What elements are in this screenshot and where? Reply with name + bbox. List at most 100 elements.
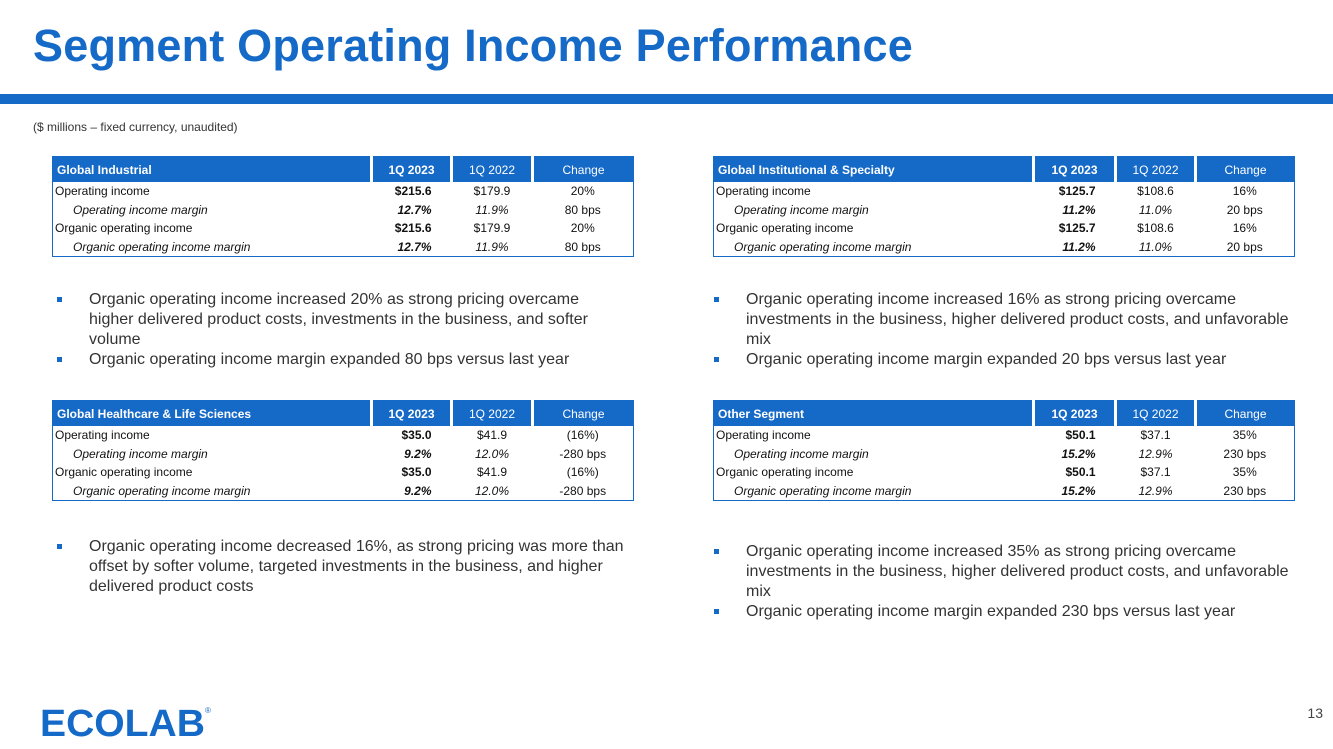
col-current: 1Q 2023 [371, 400, 453, 426]
row-label: Operating income margin [734, 446, 869, 461]
col-change: Change [532, 400, 634, 426]
list-item: Organic operating income margin expanded… [709, 350, 1289, 370]
value-current: 9.2% [404, 446, 432, 461]
table-header: Global Industrial 1Q 2023 1Q 2022 Change [52, 156, 634, 182]
value-current: 15.2% [1061, 483, 1096, 498]
list-item: Organic operating income decreased 16%, … [52, 537, 627, 597]
col-change: Change [1195, 400, 1295, 426]
value-change: 16% [1232, 184, 1257, 199]
row-label: Organic operating income margin [734, 483, 912, 498]
page-title: Segment Operating Income Performance [33, 20, 913, 71]
row-label: Organic operating income [55, 465, 193, 480]
row-label: Operating income margin [73, 446, 208, 461]
col-change: Change [532, 156, 634, 182]
list-item: Organic operating income increased 20% a… [52, 290, 627, 350]
table-global-institutional-specialty: Global Institutional & Specialty 1Q 2023… [713, 156, 1295, 257]
bullet-square-icon [714, 549, 719, 554]
table-global-industrial: Global Industrial 1Q 2023 1Q 2022 Change… [52, 156, 634, 257]
value-current: $35.0 [401, 465, 432, 480]
bullet-text: Organic operating income decreased 16%, … [89, 538, 624, 595]
list-item: Organic operating income increased 16% a… [709, 290, 1289, 350]
value-prior: $41.9 [476, 428, 508, 443]
segment-name: Global Healthcare & Life Sciences [52, 400, 373, 426]
bullet-text: Organic operating income margin expanded… [746, 351, 1227, 368]
value-change: 80 bps [564, 202, 601, 217]
list-item: Organic operating income increased 35% a… [709, 542, 1289, 602]
row-label: Organic operating income [716, 221, 854, 236]
value-current: $50.1 [1065, 428, 1096, 443]
row-label: Organic operating income margin [73, 483, 251, 498]
bullets-global-healthcare-life-sciences: Organic operating income decreased 16%, … [52, 537, 627, 597]
table-row: Operating income $125.7 $108.6 16% [714, 182, 1295, 201]
bullet-text: Organic operating income increased 16% a… [746, 291, 1289, 348]
title-rule [0, 94, 1333, 104]
page-number: 13 [1307, 705, 1323, 721]
value-change: -280 bps [559, 483, 607, 498]
value-prior: $108.6 [1137, 221, 1174, 236]
col-current: 1Q 2023 [1033, 400, 1117, 426]
table-global-healthcare-life-sciences: Global Healthcare & Life Sciences 1Q 202… [52, 400, 634, 501]
value-change: 20 bps [1226, 239, 1263, 254]
value-current: 9.2% [404, 483, 432, 498]
value-prior: $108.6 [1137, 184, 1174, 199]
value-change: 80 bps [564, 239, 601, 254]
value-prior: 11.0% [1138, 202, 1173, 217]
value-prior: $179.9 [473, 184, 511, 199]
registered-mark-icon: ® [205, 706, 211, 715]
value-change: 20 bps [1226, 202, 1263, 217]
row-label: Organic operating income [716, 465, 854, 480]
value-prior: 12.0% [474, 446, 510, 461]
table-row: Organic operating income margin 11.2% 11… [714, 238, 1295, 257]
value-change: 230 bps [1223, 446, 1267, 461]
table-header: Global Institutional & Specialty 1Q 2023… [713, 156, 1295, 182]
list-item: Organic operating income margin expanded… [709, 602, 1289, 622]
row-label: Organic operating income [55, 221, 193, 236]
col-current: 1Q 2023 [1033, 156, 1117, 182]
bullets-global-institutional-specialty: Organic operating income increased 16% a… [709, 290, 1289, 370]
table-row: Organic operating income margin 15.2% 12… [714, 482, 1295, 501]
value-prior: $41.9 [476, 465, 508, 480]
table-row: Operating income margin 9.2% 12.0% -280 … [53, 445, 634, 464]
row-label: Operating income [55, 428, 150, 443]
value-prior: 12.0% [474, 483, 510, 498]
row-label: Organic operating income margin [734, 239, 912, 254]
value-change: (16%) [566, 465, 599, 480]
table-row: Organic operating income $50.1 $37.1 35% [714, 463, 1295, 482]
value-change: 20% [570, 184, 595, 199]
bullet-square-icon [57, 544, 62, 549]
value-change: 35% [1232, 428, 1257, 443]
value-current: $125.7 [1058, 184, 1096, 199]
value-prior: 12.9% [1138, 446, 1173, 461]
table-row: Organic operating income margin 12.7% 11… [53, 238, 634, 257]
value-current: $215.6 [394, 184, 432, 199]
segment-name: Other Segment [713, 400, 1035, 426]
row-label: Operating income margin [734, 202, 869, 217]
bullet-text: Organic operating income increased 35% a… [746, 543, 1289, 600]
bullets-other-segment: Organic operating income increased 35% a… [709, 542, 1289, 622]
value-change: 16% [1232, 221, 1257, 236]
value-current: $35.0 [401, 428, 432, 443]
segment-name: Global Institutional & Specialty [713, 156, 1035, 182]
value-prior: 12.9% [1138, 483, 1173, 498]
table-row: Operating income $35.0 $41.9 (16%) [53, 426, 634, 445]
col-prior: 1Q 2022 [451, 156, 534, 182]
bullet-text: Organic operating income margin expanded… [89, 351, 570, 368]
ecolab-logo: ECOLAB ® [40, 703, 211, 739]
value-prior: $179.9 [473, 221, 511, 236]
table-row: Operating income margin 12.7% 11.9% 80 b… [53, 201, 634, 220]
col-change: Change [1195, 156, 1295, 182]
value-current: 12.7% [397, 239, 432, 254]
table-row: Organic operating income $215.6 $179.9 2… [53, 219, 634, 238]
units-note: ($ millions – fixed currency, unaudited) [33, 120, 238, 134]
bullet-square-icon [57, 297, 62, 302]
value-current: $125.7 [1058, 221, 1096, 236]
table-row: Operating income $50.1 $37.1 35% [714, 426, 1295, 445]
bullet-square-icon [714, 297, 719, 302]
value-change: (16%) [566, 428, 599, 443]
row-label: Operating income margin [73, 202, 208, 217]
col-prior: 1Q 2022 [451, 400, 534, 426]
value-prior: 11.9% [475, 202, 509, 217]
col-current: 1Q 2023 [371, 156, 453, 182]
table-row: Organic operating income margin 9.2% 12.… [53, 482, 634, 501]
table-other-segment: Other Segment 1Q 2023 1Q 2022 Change Ope… [713, 400, 1295, 501]
